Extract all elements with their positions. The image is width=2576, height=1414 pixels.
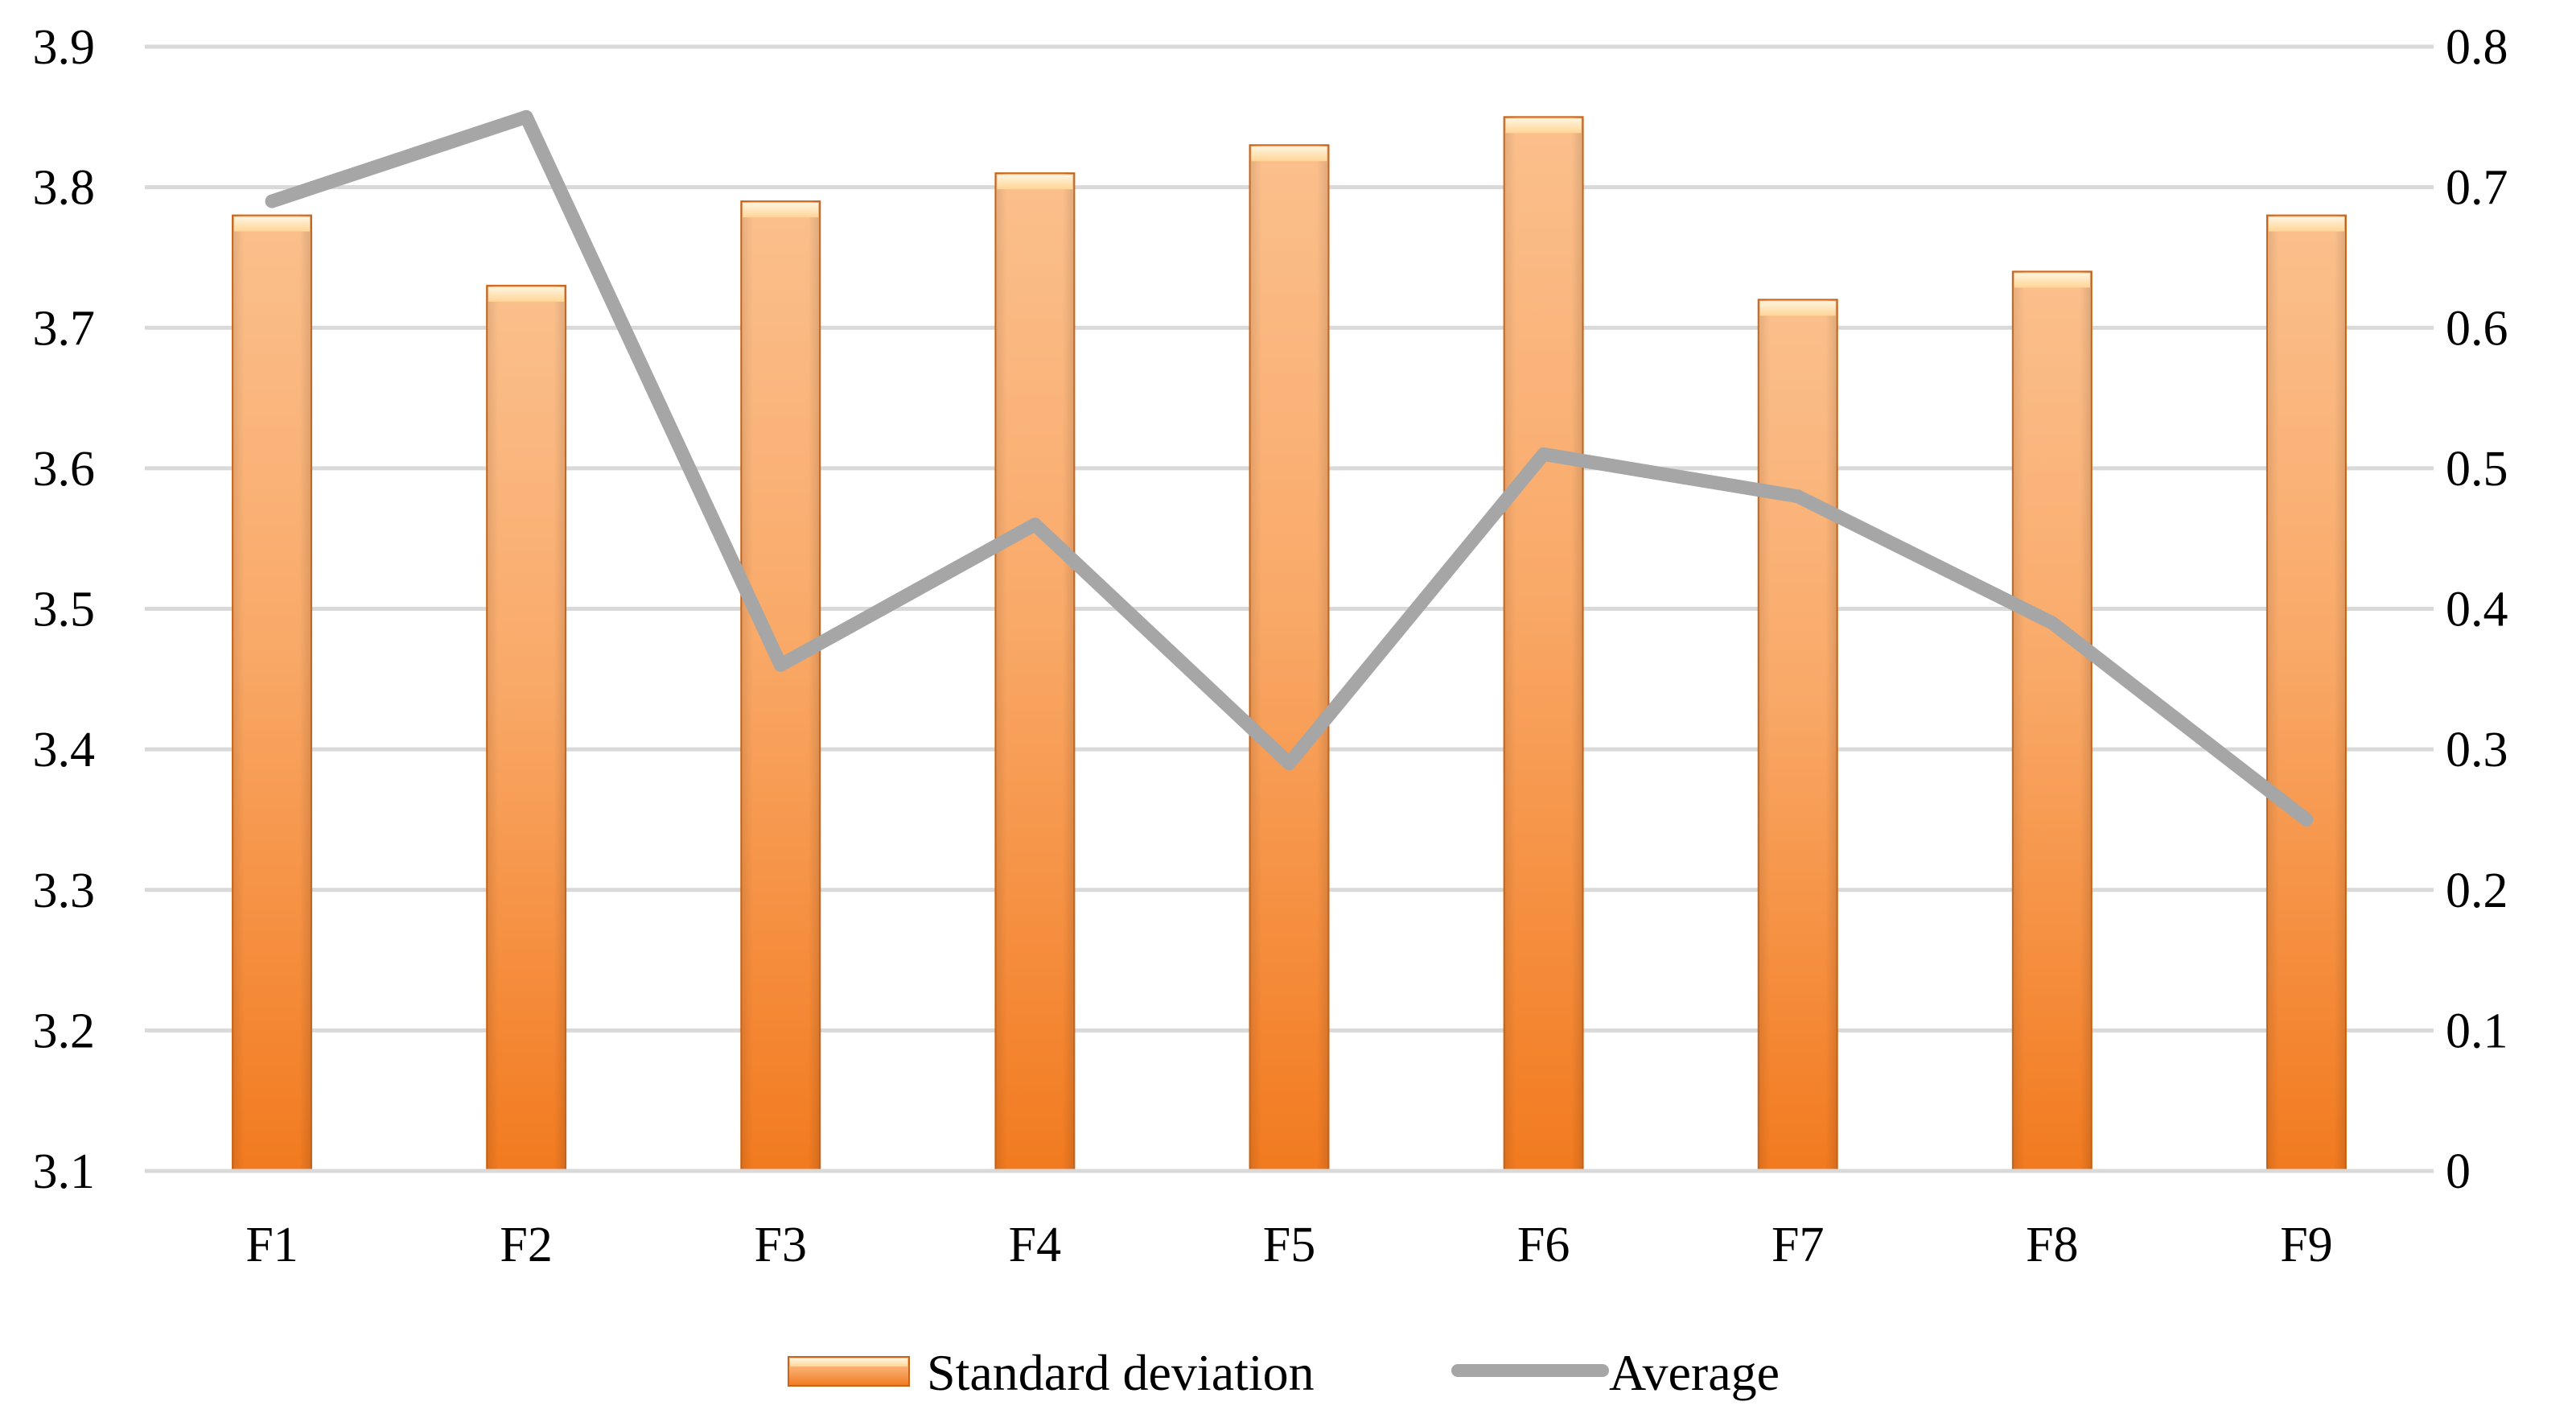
x-tick-label: F1	[245, 1218, 298, 1272]
line-series-average	[265, 109, 2314, 827]
y-right-tick-label: 0.5	[2446, 442, 2508, 497]
y-right-tick-label: 0.8	[2446, 20, 2508, 75]
average-point-f5	[1289, 763, 1290, 765]
bar-f9	[2265, 214, 2347, 1172]
y-left-tick-label: 3.4	[33, 723, 96, 777]
bar-cap	[743, 203, 819, 218]
y-left-tick-label: 3.5	[33, 583, 96, 637]
bar-shading	[995, 173, 1075, 1172]
bar-f3	[740, 200, 821, 1172]
average-line	[265, 109, 2314, 827]
x-tick-label: F7	[1772, 1218, 1824, 1272]
x-tick-label: F4	[1009, 1218, 1061, 1272]
legend-label-standard-deviation: Standard deviation	[927, 1344, 1315, 1401]
bar-cap	[2268, 216, 2344, 232]
x-tick-label: F9	[2280, 1218, 2332, 1272]
bar-cap	[234, 216, 311, 232]
y-right-tick-label: 0.4	[2446, 583, 2508, 637]
bar-cap	[997, 175, 1073, 190]
legend: Standard deviation Average	[788, 1344, 1780, 1401]
bar-f5	[1249, 144, 1330, 1172]
bar-shading	[741, 201, 821, 1171]
y-left-tick-label: 3.2	[33, 1004, 96, 1058]
y-right-tick-label: 0.3	[2446, 723, 2508, 777]
bar-shading	[2012, 271, 2092, 1171]
y-left-tick-label: 3.1	[33, 1144, 96, 1199]
bar-f1	[232, 214, 313, 1172]
y-left-tick-label: 3.8	[33, 161, 96, 216]
bar-shading	[487, 285, 566, 1171]
x-tick-label: F6	[1517, 1218, 1570, 1272]
y-right-tick-label: 0	[2446, 1144, 2471, 1199]
bar-cap	[1505, 118, 1582, 134]
average-point-f2	[525, 116, 527, 117]
bar-shading	[2266, 215, 2346, 1171]
average-point-f1	[271, 200, 273, 202]
average-point-f9	[2306, 818, 2307, 820]
y-left-tick-label: 3.6	[33, 442, 96, 497]
bar-shading	[1249, 145, 1329, 1171]
bar-shading	[1504, 117, 1583, 1171]
y-left-tick-label: 3.7	[33, 301, 96, 356]
legend-label-average: Average	[1609, 1344, 1780, 1401]
x-tick-label: F3	[755, 1218, 807, 1272]
average-point-f7	[1797, 496, 1799, 497]
y-left-tick-label: 3.3	[33, 864, 96, 918]
y-right-tick-label: 0.7	[2446, 161, 2508, 216]
average-point-f3	[780, 664, 781, 666]
y-left-tick-label: 3.9	[33, 20, 96, 75]
y-right-tick-label: 0.2	[2446, 864, 2508, 918]
bar-f8	[2011, 270, 2092, 1172]
bar-f4	[994, 172, 1076, 1173]
legend-item-standard-deviation: Standard deviation	[788, 1344, 1315, 1401]
x-tick-label: F2	[500, 1218, 552, 1272]
average-point-f8	[2051, 622, 2053, 624]
bar-f2	[486, 284, 567, 1172]
average-point-f4	[1034, 524, 1035, 526]
y-right-tick-label: 0.6	[2446, 301, 2508, 356]
bar-cap	[2014, 273, 2090, 288]
x-tick-label: F5	[1263, 1218, 1315, 1272]
bar-cap	[488, 287, 565, 302]
x-tick-label: F8	[2026, 1218, 2078, 1272]
bar-series-standard-deviation	[232, 116, 2347, 1173]
bar-shading	[1758, 299, 1837, 1172]
bar-f7	[1757, 299, 1838, 1173]
legend-swatch-cap	[790, 1358, 907, 1367]
average-point-f6	[1543, 453, 1545, 455]
bar-f6	[1503, 116, 1584, 1172]
bar-shading	[232, 215, 312, 1171]
axes: 3.1 3.2 3.3 3.4 3.5 3.6 3.7 3.8 3.9 0 0.1 0.2 0.3 0.4…	[33, 20, 2508, 1272]
bar-cap	[1251, 146, 1327, 162]
legend-item-average: Average	[1451, 1344, 1780, 1401]
y-right-tick-label: 0.1	[2446, 1004, 2508, 1058]
bar-cap	[1759, 301, 1836, 316]
